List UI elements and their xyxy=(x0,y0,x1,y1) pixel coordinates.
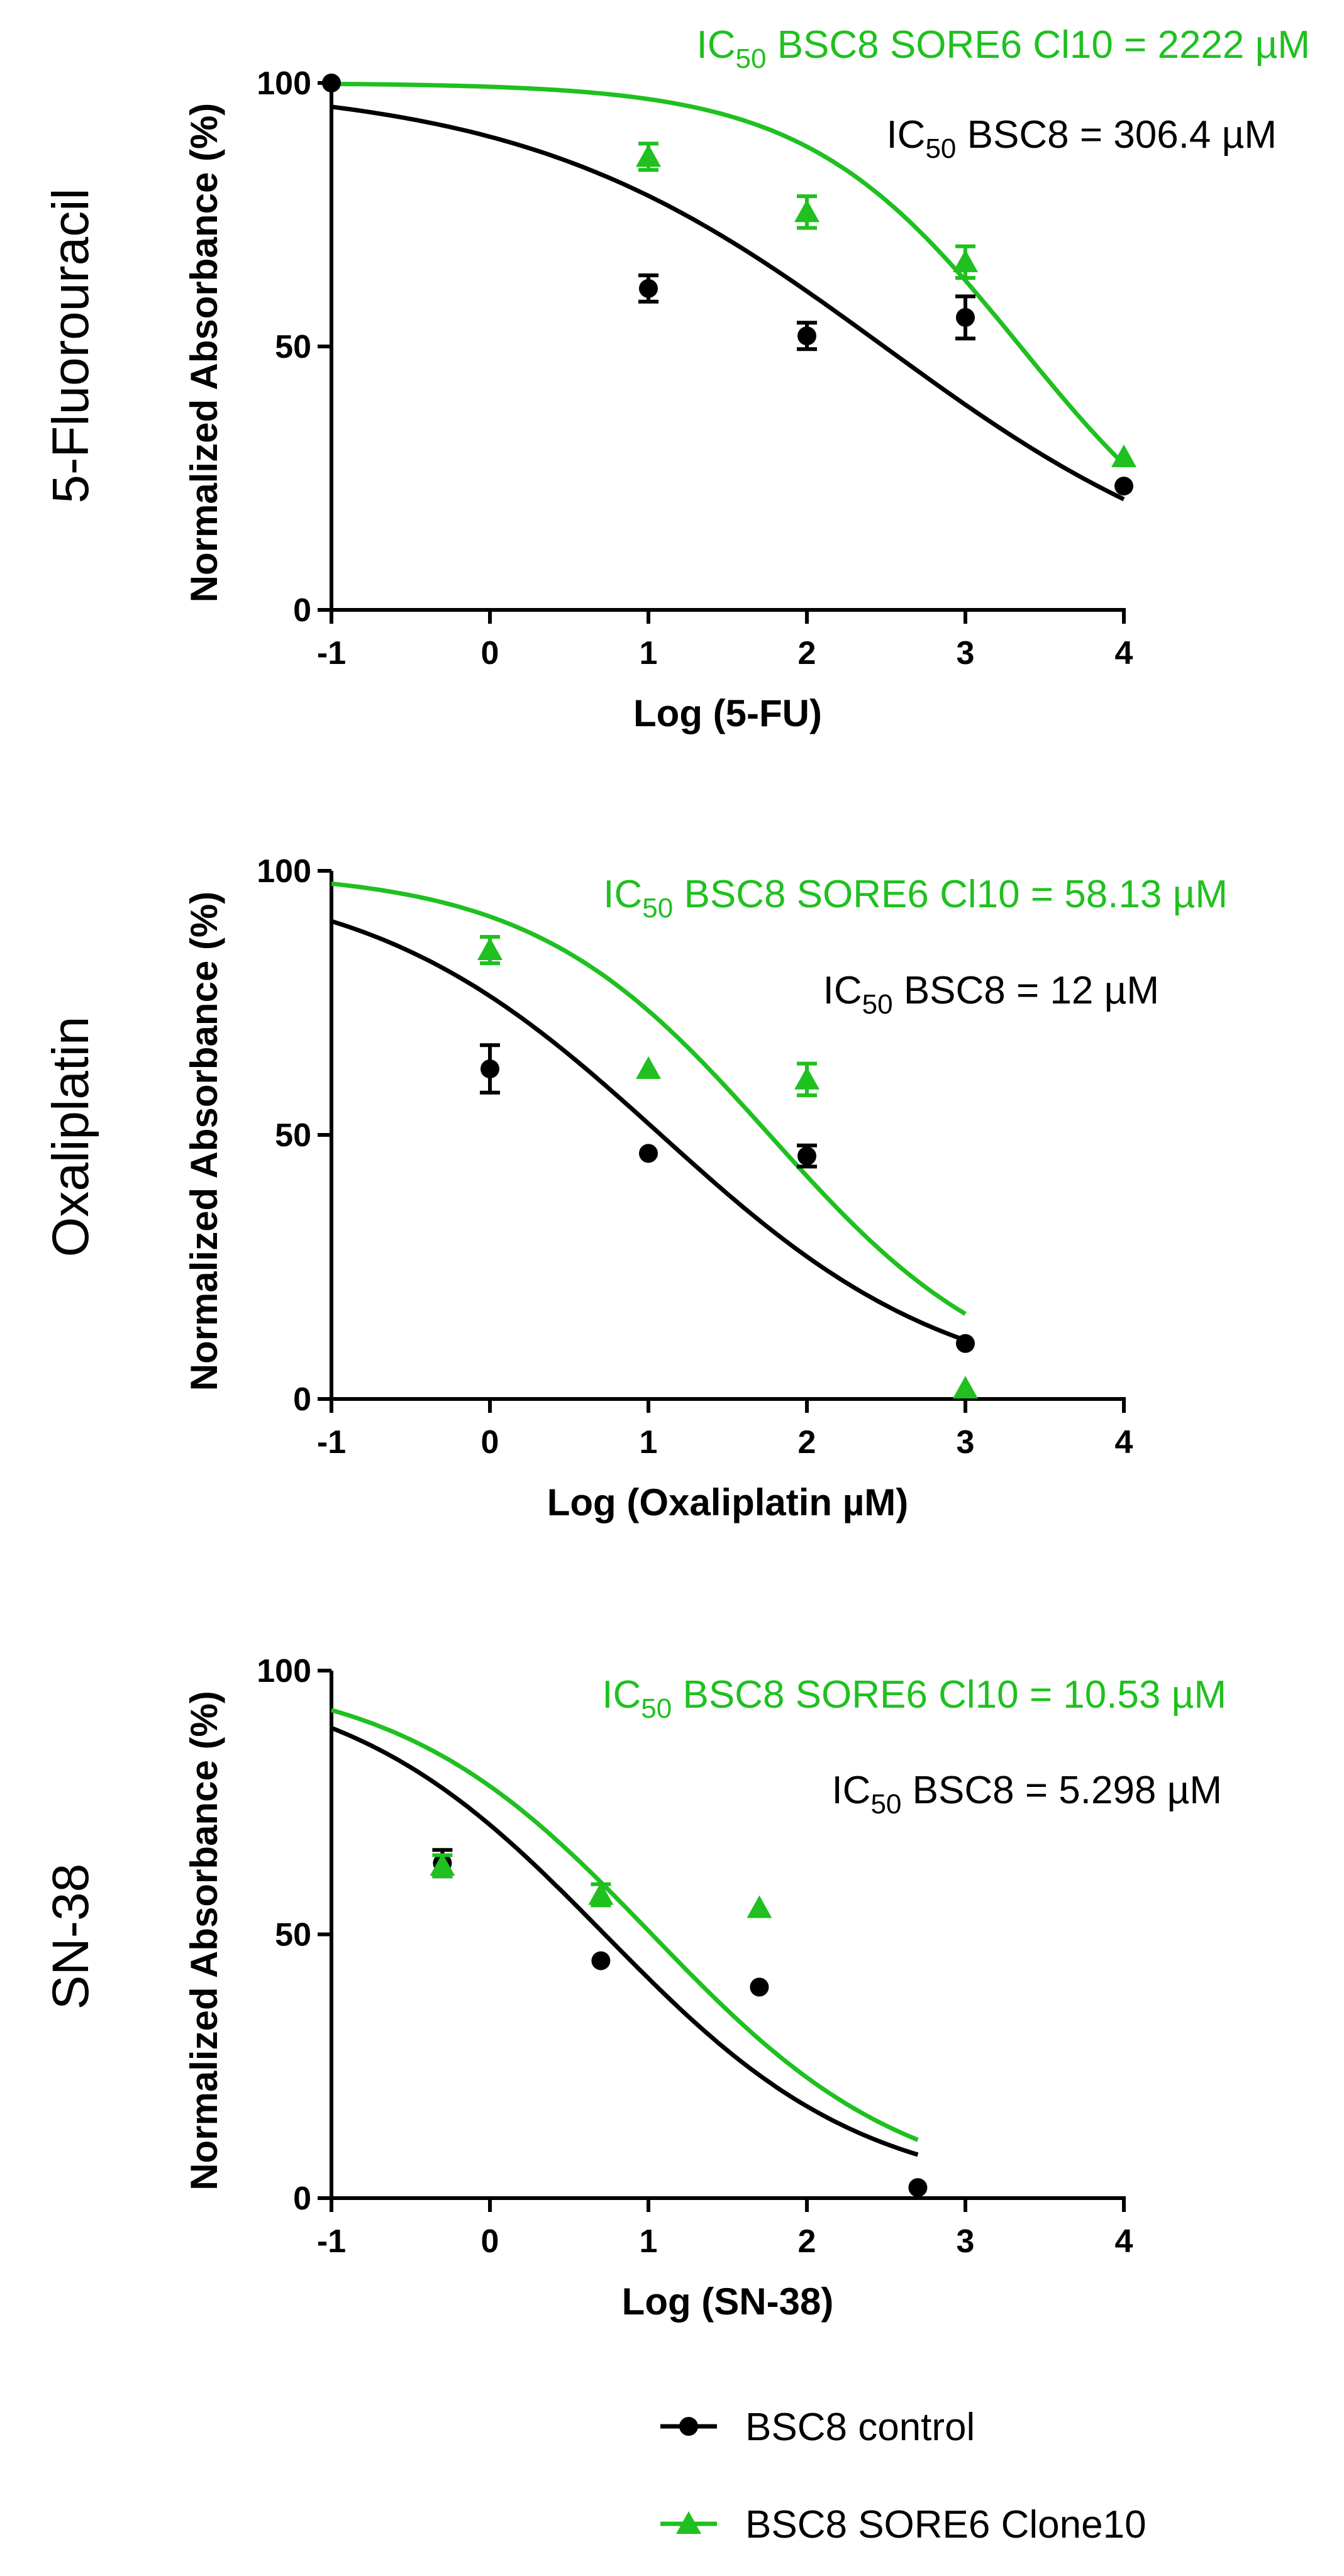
y-tick-label: 50 xyxy=(275,329,311,365)
data-point-clone10 xyxy=(636,144,661,167)
data-point-clone10 xyxy=(953,1376,978,1399)
x-tick-label: 0 xyxy=(481,635,499,672)
fit-curve-clone10 xyxy=(331,1708,919,2142)
legend-marker-triangle xyxy=(676,2511,701,2534)
y-tick-label: 50 xyxy=(275,1117,311,1154)
legend-label: BSC8 control xyxy=(745,2406,975,2449)
x-tick-label: 4 xyxy=(1115,1424,1133,1461)
x-tick-label: 3 xyxy=(957,2223,975,2260)
chart-panel-2: Oxaliplatin Normalized Absorbance (%) 0 50 1… xyxy=(42,853,1228,1523)
row-label: 5-Fluorouracil xyxy=(42,188,99,503)
x-tick-label: -1 xyxy=(317,635,346,672)
y-tick-label: 0 xyxy=(293,2181,311,2217)
ic50-annotation-control: IC50 BSC8 = 12 µM xyxy=(823,969,1159,1020)
data-point-clone10 xyxy=(747,1895,772,1918)
data-point-control xyxy=(750,1977,769,1997)
x-tick-label: 3 xyxy=(957,1424,975,1461)
y-tick-label: 100 xyxy=(257,65,311,102)
y-tick-label: 100 xyxy=(257,1653,311,1689)
fit-curve-clone10 xyxy=(331,81,1126,466)
data-point-control xyxy=(480,1059,499,1078)
y-axis-label: Normalized Absorbance (%) xyxy=(183,892,225,1391)
ic50-annotation-control: IC50 BSC8 = 306.4 µM xyxy=(886,113,1277,164)
data-point-clone10 xyxy=(477,937,503,960)
legend: BSC8 control BSC8 SORE6 Clone10 xyxy=(660,2406,1147,2546)
fit-curve-clone10 xyxy=(331,881,967,1316)
row-label: Oxaliplatin xyxy=(42,1017,99,1258)
x-tick-label: 2 xyxy=(798,2223,816,2260)
data-point-control xyxy=(956,1334,975,1353)
x-tick-label: 2 xyxy=(798,1424,816,1461)
data-point-control xyxy=(591,1951,611,1971)
fit-curve-control xyxy=(330,919,967,1342)
data-point-control xyxy=(1114,477,1133,496)
x-tick-label: 3 xyxy=(957,635,975,672)
legend-label: BSC8 SORE6 Clone10 xyxy=(745,2503,1147,2546)
data-point-clone10 xyxy=(794,199,819,223)
data-point-clone10 xyxy=(953,249,978,272)
x-tick-label: -1 xyxy=(317,2223,346,2260)
legend-marker-circle xyxy=(679,2417,698,2436)
x-tick-label: 0 xyxy=(481,1424,499,1461)
x-tick-label: 4 xyxy=(1115,2223,1133,2260)
row-label: SN-38 xyxy=(42,1864,99,2009)
y-tick-label: 0 xyxy=(293,1381,311,1418)
data-point-clone10 xyxy=(794,1066,819,1090)
x-axis-label: Log (SN-38) xyxy=(622,2280,834,2323)
x-tick-label: 1 xyxy=(640,635,658,672)
x-tick-label: 4 xyxy=(1115,635,1133,672)
legend-item-control: BSC8 control xyxy=(660,2406,975,2449)
data-point-control xyxy=(322,74,341,92)
y-axis-label: Normalized Absorbance (%) xyxy=(183,103,225,603)
ic50-annotation-clone10: IC50 BSC8 SORE6 Cl10 = 58.13 µM xyxy=(603,873,1228,924)
data-point-control xyxy=(956,307,975,327)
x-axis-label: Log (5-FU) xyxy=(633,692,822,734)
y-tick-label: 50 xyxy=(275,1917,311,1954)
data-point-control xyxy=(908,2178,928,2197)
data-point-control xyxy=(639,1144,658,1163)
data-point-clone10 xyxy=(1111,444,1136,467)
data-point-clone10 xyxy=(430,1853,455,1876)
ic50-annotation-control: IC50 BSC8 = 5.298 µM xyxy=(831,1769,1222,1820)
x-tick-label: 2 xyxy=(798,635,816,672)
y-axis-label: Normalized Absorbance (%) xyxy=(183,1691,225,2191)
fit-curve-control xyxy=(331,104,1125,502)
data-point-clone10 xyxy=(636,1056,661,1079)
ic50-annotation-clone10: IC50 BSC8 SORE6 Cl10 = 10.53 µM xyxy=(602,1673,1226,1724)
x-tick-label: 1 xyxy=(640,1424,658,1461)
chart-panel-1: 5-Fluorouracil Normalized Absorbance (%) 0… xyxy=(42,23,1310,734)
ic50-annotation-clone10: IC50 BSC8 SORE6 Cl10 = 2222 µM xyxy=(697,23,1310,74)
x-tick-label: 1 xyxy=(640,2223,658,2260)
y-tick-label: 100 xyxy=(257,853,311,890)
data-point-clone10 xyxy=(588,1882,614,1905)
x-tick-label: 0 xyxy=(481,2223,499,2260)
data-point-control xyxy=(797,1146,816,1166)
y-tick-label: 0 xyxy=(293,592,311,629)
legend-item-clone10: BSC8 SORE6 Clone10 xyxy=(660,2503,1147,2546)
data-point-control xyxy=(639,279,658,298)
x-tick-label: -1 xyxy=(317,1424,346,1461)
x-axis-label: Log (Oxaliplatin µM) xyxy=(547,1481,909,1523)
fit-curve-control xyxy=(330,1725,919,2157)
data-point-control xyxy=(797,326,816,346)
